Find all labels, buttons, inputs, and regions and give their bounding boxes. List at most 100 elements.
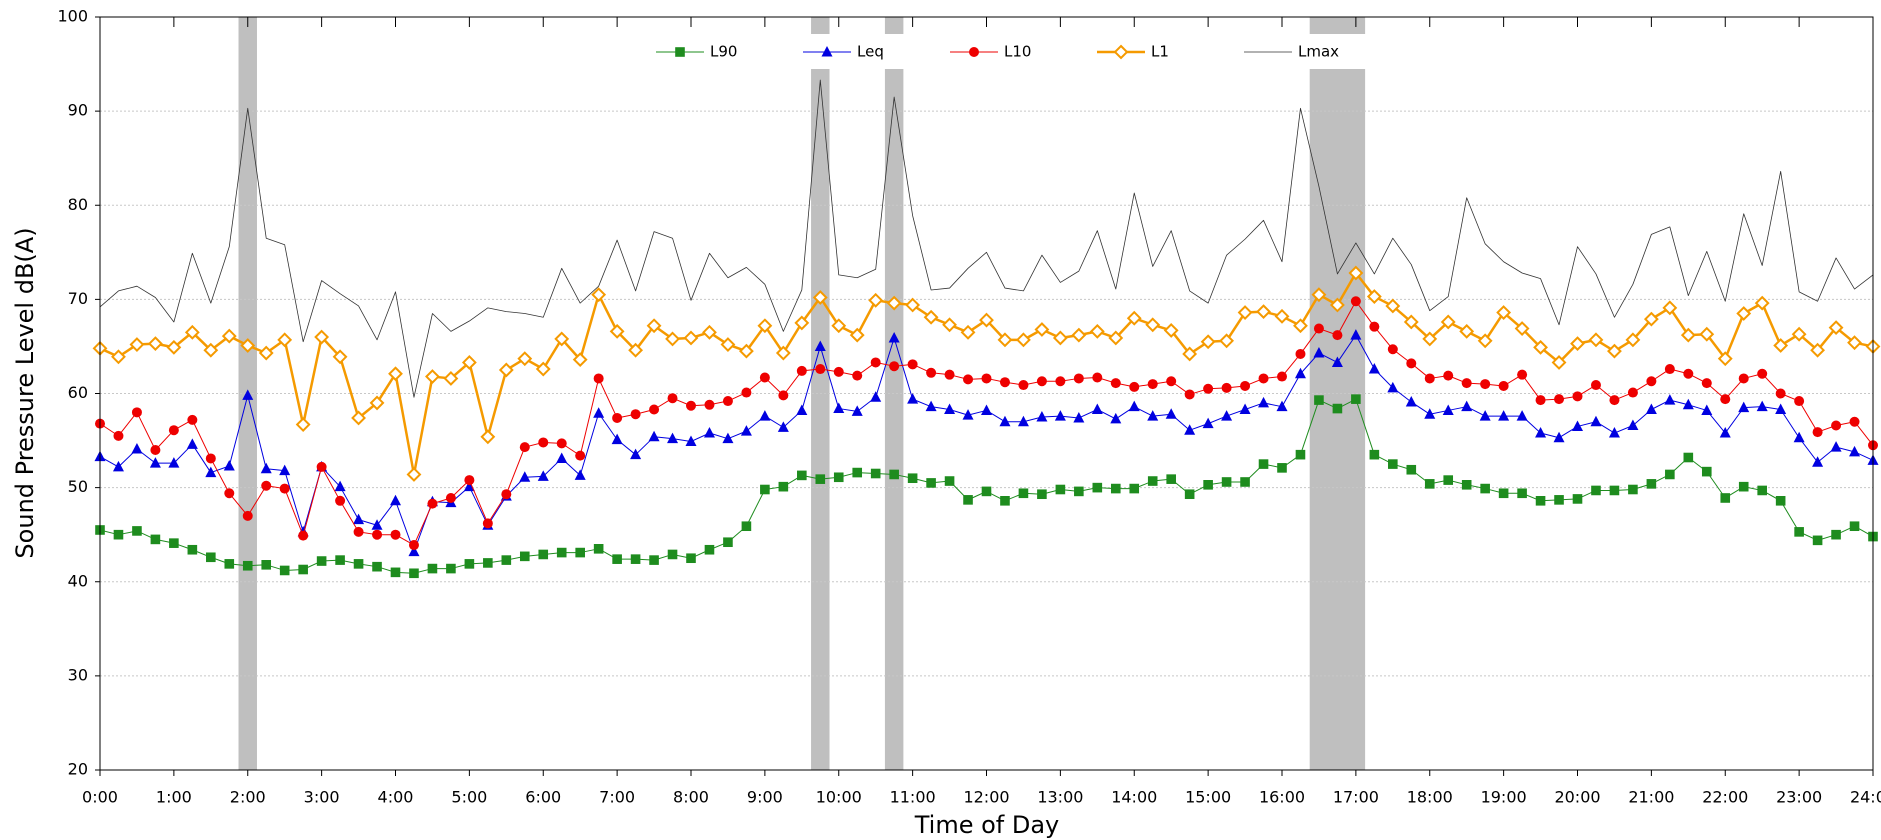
marker-square [1388,459,1398,469]
marker-circle [907,359,918,370]
x-tick-label: 4:00 [378,788,414,807]
axes: 20 30 40 50 60 70 80 90 100 0:00 1:00 2:00 3:00 4:00 5… [57,7,1881,807]
marker-circle [575,450,586,461]
marker-triangle [1775,403,1787,415]
marker-circle [722,396,733,407]
marker-diamond [498,362,514,378]
marker-circle [1240,380,1251,391]
marker-circle [593,373,604,384]
marker-square [261,560,272,570]
marker-circle [1073,373,1084,384]
marker-diamond [1108,330,1124,346]
marker-diamond [129,337,145,352]
x-tick-label: 7:00 [599,788,635,807]
legend-label: Lmax [1298,43,1339,61]
marker-triangle [537,470,549,481]
marker-triangle [833,402,845,414]
marker-triangle [1756,400,1768,412]
marker-square [815,474,826,484]
marker-triangle [1719,427,1731,438]
y-tick-label: 70 [68,289,88,308]
marker-diamond [1348,265,1364,281]
marker-diamond [1403,314,1419,330]
marker-triangle [667,432,679,444]
marker-circle [1646,376,1657,387]
marker-circle [538,437,549,448]
marker-square [1092,482,1103,493]
marker-circle [630,409,641,420]
y-tick-label: 50 [68,477,88,496]
marker-circle [1055,376,1066,387]
marker-square [1572,494,1583,504]
marker-triangle [1608,427,1620,438]
marker-circle [1092,372,1103,383]
marker-diamond [1680,327,1696,343]
marker-triangle [796,404,808,415]
marker-square [556,547,567,558]
marker-square [1203,480,1213,490]
marker-triangle [1849,445,1861,457]
marker-triangle [1258,396,1270,408]
marker-diamond [1034,322,1050,337]
marker-diamond [369,395,385,411]
marker-circle [1775,388,1786,399]
marker-diamond [683,330,699,346]
marker-triangle [814,340,826,351]
marker-square [409,568,419,579]
marker-square [1406,464,1417,475]
marker-triangle [1479,410,1491,421]
x-tick-label: 17:00 [1333,788,1379,807]
marker-circle [1203,383,1214,394]
marker-triangle [1128,400,1140,412]
marker-square [1554,495,1564,505]
marker-square [446,563,456,574]
marker-diamond [738,343,754,359]
marker-diamond [1256,304,1271,320]
marker-diamond [314,329,330,345]
x-tick-label: 12:00 [963,788,1009,807]
legend: L90 Leq L10 L1 Lmax [656,43,1339,61]
marker-diamond [184,324,200,340]
x-tick-label: 13:00 [1037,788,1083,807]
marker-triangle [944,403,956,415]
marker-circle [1369,321,1380,332]
marker-triangle [1239,403,1251,415]
marker-diamond [572,352,588,368]
marker-diamond [1699,326,1715,342]
marker-circle [408,540,419,551]
marker-triangle [556,452,568,463]
marker-diamond [997,332,1013,348]
marker-diamond [1126,310,1142,326]
marker-diamond [1163,323,1179,338]
marker-diamond [1496,305,1512,320]
marker-square [741,521,752,532]
marker-circle [1443,370,1454,381]
marker-circle [1627,387,1638,398]
marker-triangle [1184,424,1196,435]
marker-triangle [1368,363,1380,374]
marker-diamond [443,371,459,386]
marker-square [1665,469,1675,480]
marker-square [870,468,881,479]
marker-diamond [221,328,237,344]
marker-diamond [868,292,884,308]
marker-square [113,529,124,540]
marker-diamond [831,318,847,334]
marker-diamond [203,342,219,358]
marker-circle [1350,296,1361,307]
marker-square [538,549,549,560]
legend-background [640,34,1370,69]
marker-square [723,537,733,548]
marker-square [926,478,936,488]
marker-square [889,469,899,480]
marker-square [833,472,844,483]
legend-marker [1113,44,1129,60]
y-tick-label: 80 [68,195,88,214]
x-tick-label: 15:00 [1185,788,1231,807]
marker-circle [833,366,844,377]
marker-circle [1480,379,1491,390]
x-tick-label: 22:00 [1702,788,1748,807]
marker-square [1812,535,1823,546]
marker-diamond [1016,332,1031,348]
marker-square [1055,484,1066,495]
